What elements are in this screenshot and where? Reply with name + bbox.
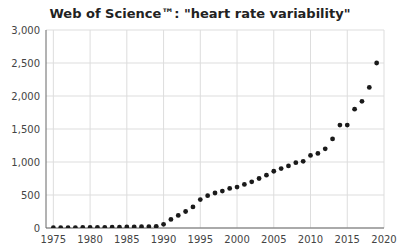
point: [220, 189, 225, 194]
point: [323, 146, 328, 151]
grid-line: [53, 30, 54, 228]
grid-line: [310, 30, 311, 228]
point: [279, 166, 284, 171]
point: [169, 217, 174, 222]
tick-label: 1995: [188, 234, 213, 245]
point: [301, 159, 306, 164]
tick-label: 2010: [298, 234, 323, 245]
point: [183, 209, 188, 214]
tick-label: 2,500: [11, 58, 40, 69]
grid-line: [126, 30, 127, 228]
grid-line: [163, 30, 164, 228]
tick-label: 1980: [77, 234, 102, 245]
point: [352, 107, 357, 112]
grid-line: [46, 96, 384, 97]
point: [257, 176, 262, 181]
grid-line: [90, 30, 91, 228]
point: [235, 185, 240, 190]
point: [73, 225, 78, 228]
tick-label: 2005: [261, 234, 286, 245]
point: [308, 153, 313, 158]
tick-label: 500: [21, 190, 40, 201]
point: [102, 225, 107, 228]
point: [110, 225, 115, 228]
point: [58, 225, 63, 228]
tick-label: 3,000: [11, 25, 40, 36]
point: [227, 186, 232, 191]
grid-line: [46, 162, 384, 163]
tick-label: 0: [34, 223, 40, 234]
point: [95, 225, 100, 228]
point: [191, 204, 196, 209]
tick-label: 1985: [114, 234, 139, 245]
point: [345, 123, 350, 128]
point: [161, 222, 166, 227]
point: [330, 137, 335, 142]
point: [315, 151, 320, 156]
tick-label: 1,000: [11, 157, 40, 168]
point: [198, 197, 203, 202]
point: [213, 191, 218, 196]
point: [117, 225, 122, 228]
tick-label: 2,000: [11, 91, 40, 102]
point: [51, 225, 56, 228]
point: [293, 160, 298, 165]
grid-line: [237, 30, 238, 228]
grid: [46, 30, 384, 228]
point: [146, 224, 151, 228]
grid-line: [384, 30, 385, 228]
point: [271, 169, 276, 174]
grid-line: [46, 63, 384, 64]
point: [264, 173, 269, 178]
point: [88, 225, 93, 228]
tick-label: 2020: [371, 234, 396, 245]
point: [367, 85, 372, 90]
y-axis-line: [46, 30, 47, 228]
point: [338, 123, 343, 128]
tick-label: 1975: [41, 234, 66, 245]
point: [286, 164, 291, 169]
point: [66, 225, 71, 228]
point: [80, 225, 85, 228]
point: [205, 193, 210, 198]
point: [154, 224, 159, 228]
axes: 0 500 1,000 1,500 2,000 2,500 3,000 1975 1980 198…: [11, 25, 396, 246]
point: [176, 213, 181, 218]
grid-line: [46, 30, 384, 31]
tick-label: 2015: [335, 234, 360, 245]
grid-line: [46, 129, 384, 130]
point: [139, 224, 144, 228]
point: [132, 224, 137, 228]
grid-line: [273, 30, 274, 228]
point: [374, 61, 379, 66]
point: [249, 179, 254, 184]
grid-line: [347, 30, 348, 228]
points: [51, 61, 379, 228]
chart: Web of Science™: "heart rate variability…: [0, 0, 400, 252]
point: [360, 99, 365, 104]
tick-label: 2000: [224, 234, 249, 245]
title: Web of Science™: "heart rate variability…: [49, 6, 350, 21]
point: [242, 182, 247, 187]
tick-label: 1,500: [11, 124, 40, 135]
point: [124, 225, 129, 228]
tick-label: 1990: [151, 234, 176, 245]
